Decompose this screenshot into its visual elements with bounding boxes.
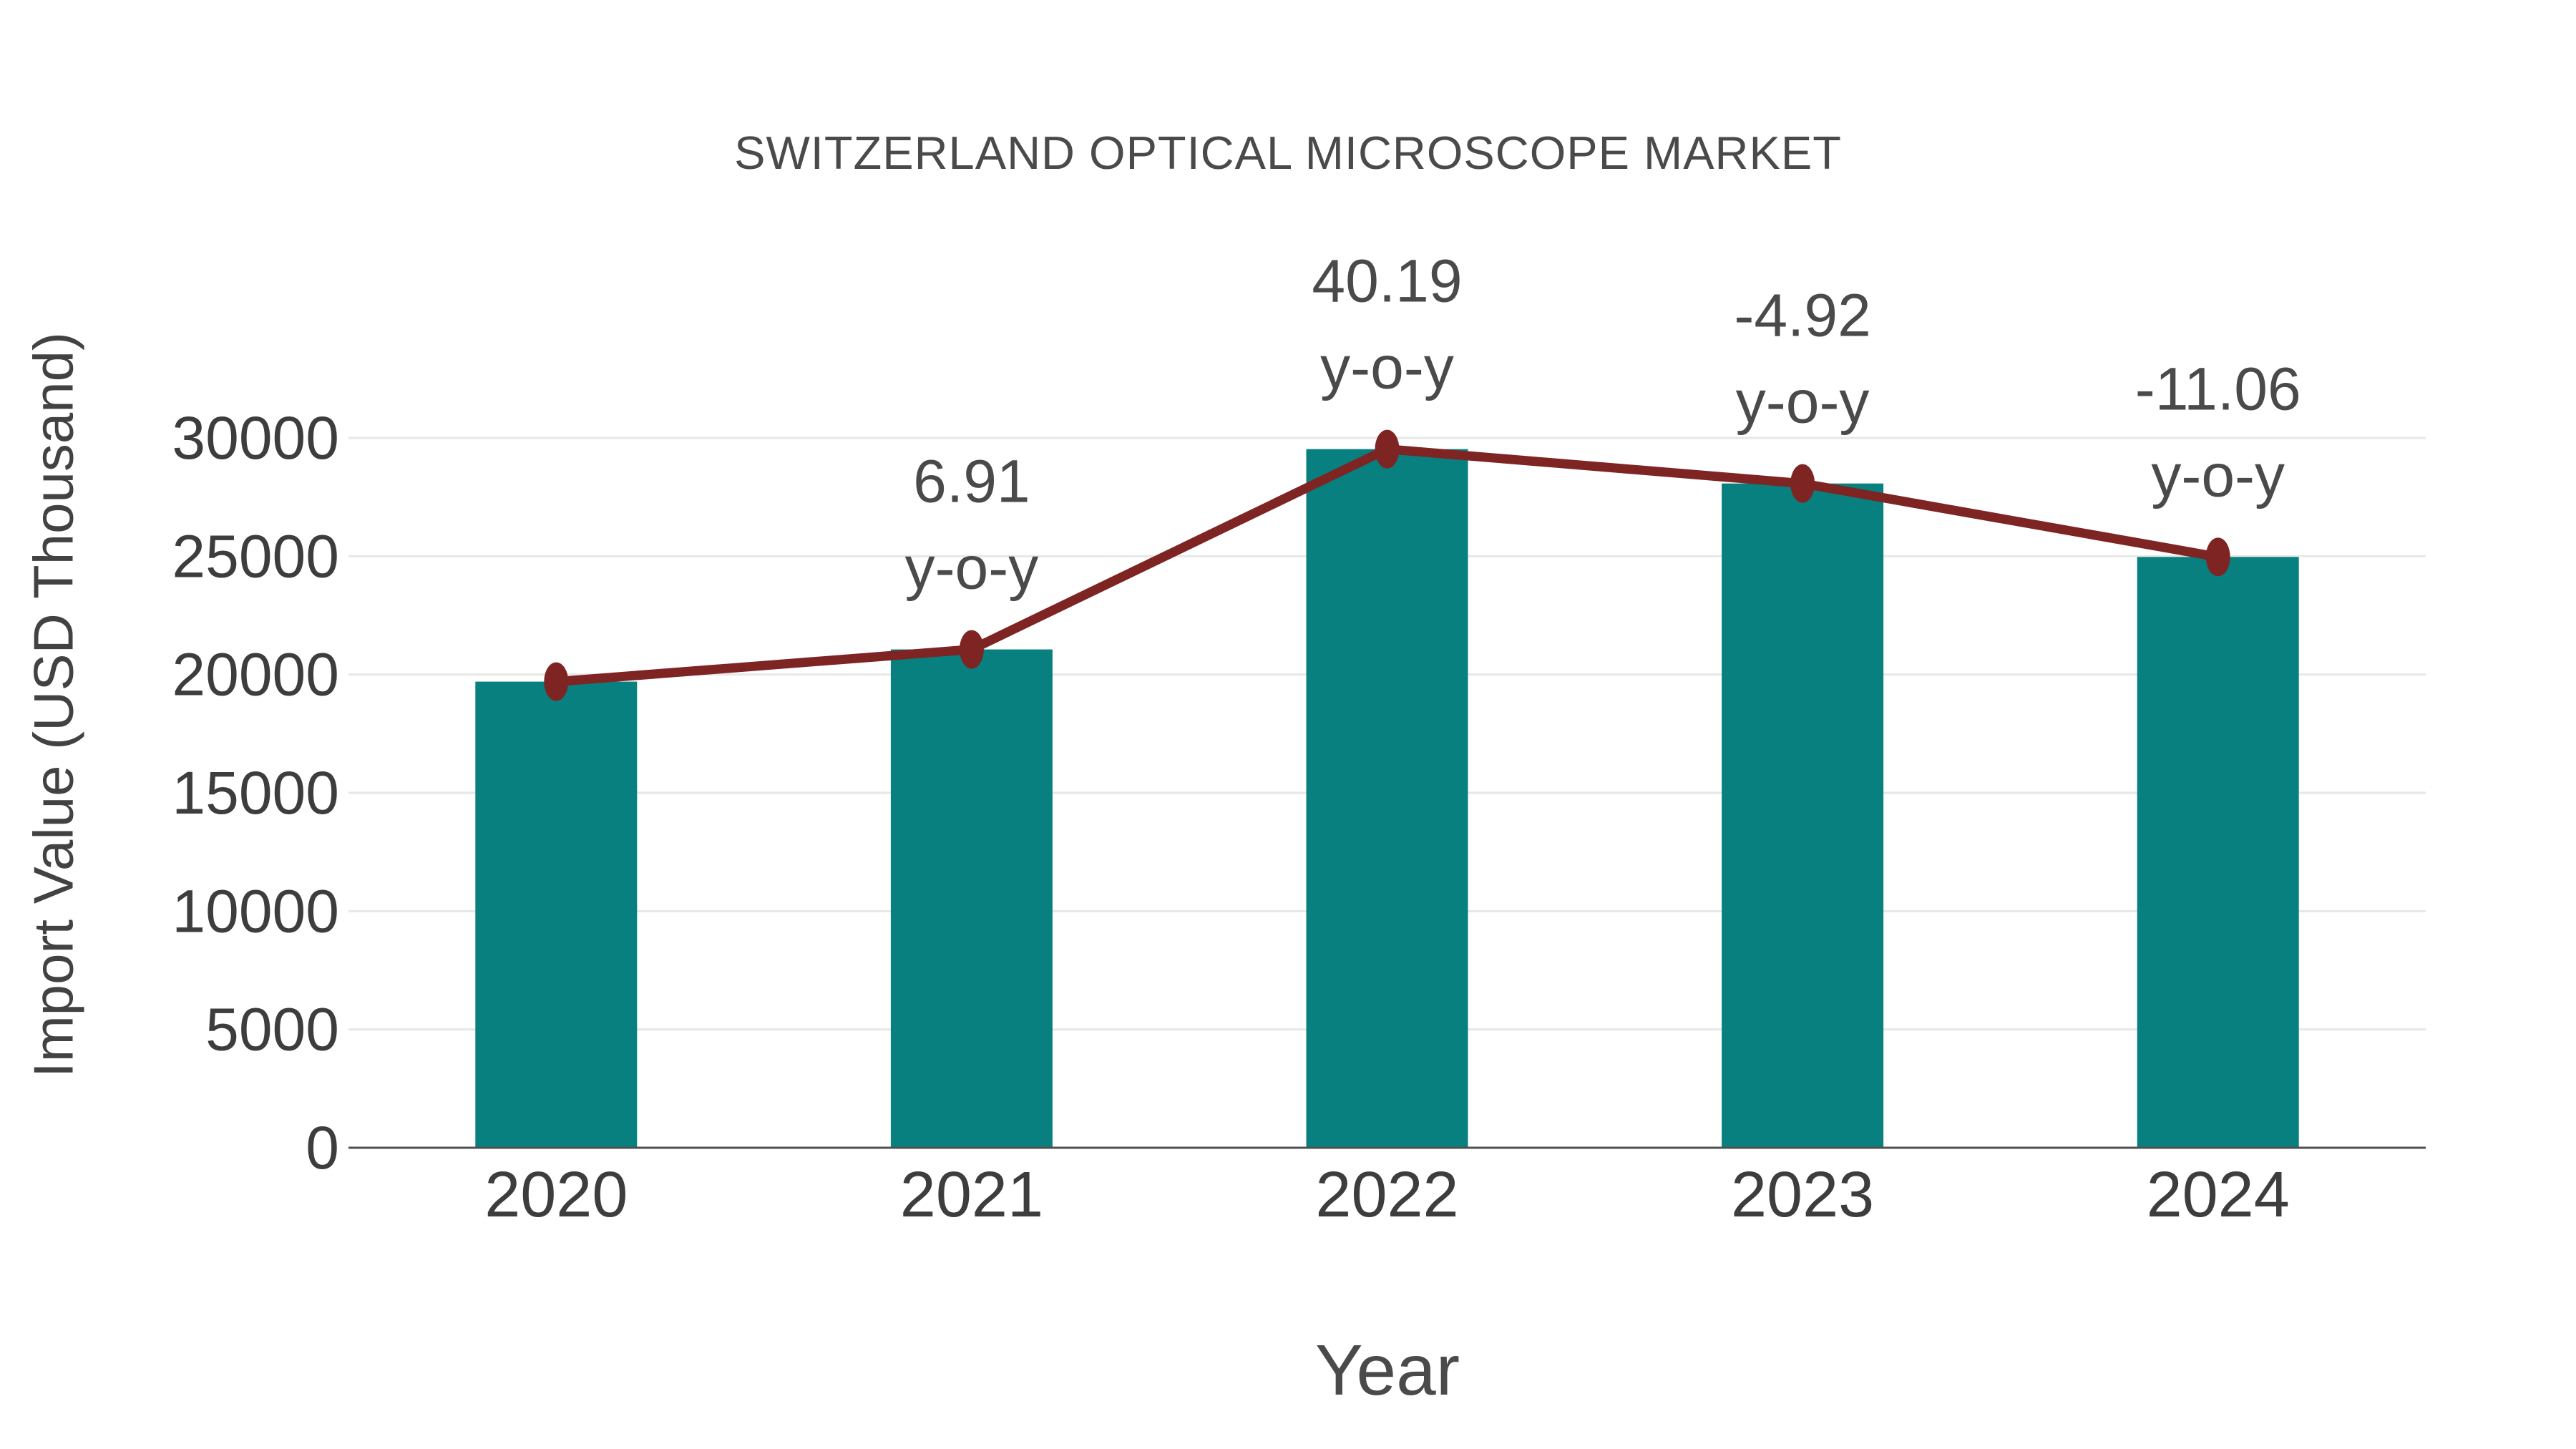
y-tick-label-25000: 25000 [172, 522, 339, 590]
annotation-suffix-2022: y-o-y [1320, 334, 1454, 401]
annotation-suffix-2024: y-o-y [2151, 441, 2285, 509]
annotation-value-2023: -4.92 [1734, 282, 1870, 349]
bar-2022 [1306, 449, 1468, 1148]
bar-2021 [890, 649, 1053, 1148]
x-tick-label-2020: 2020 [484, 1159, 628, 1231]
marker-2022 [1375, 429, 1400, 469]
annotation-value-2024: -11.06 [2135, 355, 2301, 422]
x-tick-label-2022: 2022 [1315, 1159, 1458, 1231]
x-axis-label: Year [1314, 1330, 1460, 1410]
marker-2021 [959, 630, 984, 669]
x-tick-label-2024: 2024 [2147, 1159, 2290, 1231]
x-tick-label-2023: 2023 [1731, 1159, 1874, 1231]
bar-2023 [1722, 483, 1884, 1148]
bar-2020 [475, 681, 638, 1148]
marker-2023 [1790, 464, 1815, 503]
y-tick-label-20000: 20000 [172, 641, 339, 708]
marker-2020 [544, 662, 569, 701]
y-tick-label-15000: 15000 [172, 759, 339, 826]
marker-2024 [2205, 537, 2230, 577]
annotation-suffix-2023: y-o-y [1736, 369, 1870, 436]
y-tick-label-5000: 5000 [205, 996, 339, 1063]
annotation-suffix-2021: y-o-y [905, 535, 1039, 602]
chart-title: SWITZERLAND OPTICAL MICROSCOPE MARKET [734, 127, 1842, 179]
y-tick-label-30000: 30000 [172, 404, 339, 472]
annotation-value-2022: 40.19 [1312, 248, 1462, 315]
y-tick-label-0: 0 [306, 1114, 339, 1181]
bar-2024 [2137, 557, 2299, 1148]
y-tick-label-10000: 10000 [172, 877, 339, 945]
x-tick-label-2021: 2021 [900, 1159, 1043, 1231]
annotation-value-2021: 6.91 [913, 448, 1030, 515]
